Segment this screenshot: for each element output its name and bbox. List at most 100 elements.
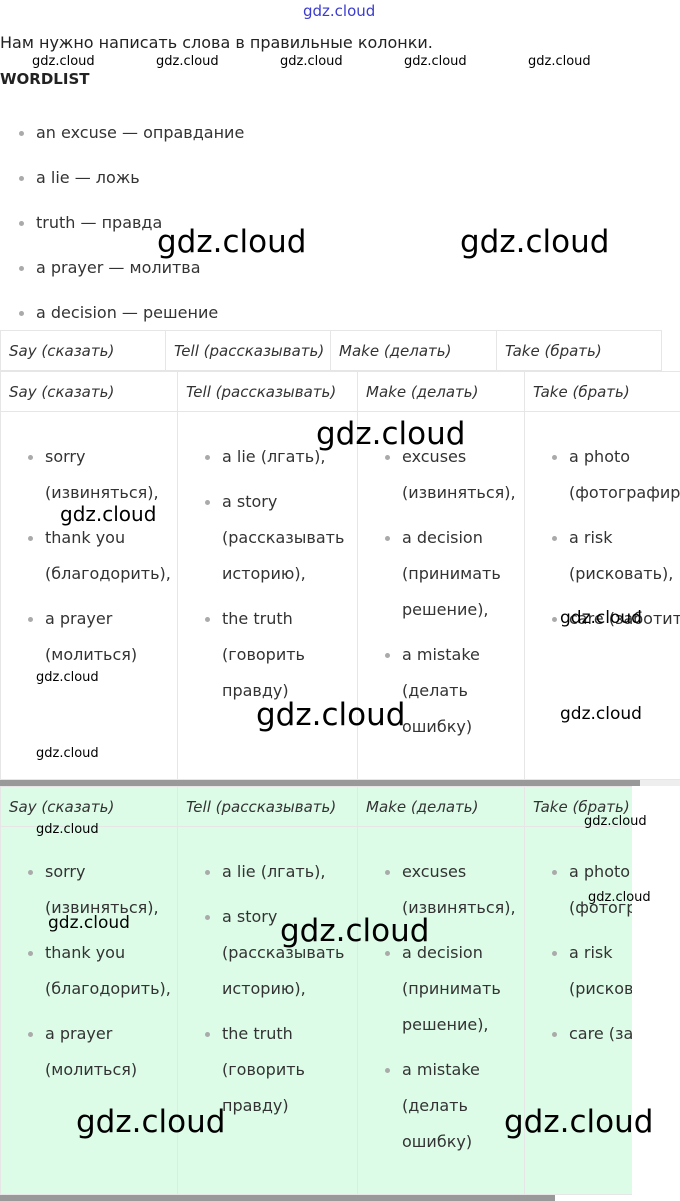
body-cell: a photo (фотографировать), a risk (рисков… [525,412,680,780]
column-list: sorry (извиняться), thank you (благодорит… [28,854,174,1097]
wordlist: an excuse — оправдание a lie — ложь truth … [18,115,244,340]
watermark: gdz.cloud [48,913,130,933]
header-cell: Say (сказать) [1,786,178,827]
body-cell: a photo (фотографировать), a risk (рисков… [525,827,632,1195]
watermark: gdz.cloud [157,224,307,260]
header-cell: Say (сказать) [1,330,166,371]
list-item: excuses (извиняться), [385,439,521,511]
list-item: care (заботиться) [552,601,680,637]
body-cell: excuses (извиняться), a decision (принима… [358,412,525,780]
watermark: gdz.cloud [60,502,157,526]
header-cell: Take (брать) [525,371,680,412]
column-list: excuses (извиняться), a decision (принима… [385,439,521,754]
watermark: gdz.cloud [560,704,642,724]
body-cell: excuses (извиняться), a decision (принима… [358,827,525,1195]
watermark: gdz.cloud [280,54,343,69]
list-item: a prayer (молиться) [28,1016,174,1088]
watermark: gdz.cloud [560,608,642,628]
table: Say (сказать) Tell (рассказывать) Make (де… [0,371,680,780]
list-item: a decision (принимать решение), [385,935,521,1043]
watermark: gdz.cloud [588,890,651,905]
column-header: Say (сказать) [9,341,115,360]
list-item: a lie (лгать), [205,854,354,890]
column-header: Make (делать) [366,797,479,816]
watermark: gdz.cloud [36,670,99,685]
header-link: gdz.cloud [303,2,376,20]
column-header: Tell (рассказывать) [186,382,337,401]
column-header: Tell (рассказывать) [186,797,337,816]
column-header: Make (делать) [339,341,452,360]
header-cell: Make (делать) [358,786,525,827]
watermark: gdz.cloud [76,1104,226,1140]
header-cell: Take (брать) [497,330,662,371]
list-item: care (заботиться) [552,1016,632,1052]
list-item: thank you (благодорить), [28,520,174,592]
column-list: excuses (извиняться), a decision (принима… [385,854,521,1169]
watermark: gdz.cloud [32,54,95,69]
body-cell: a lie (лгать), a story (рассказывать исто… [178,827,358,1195]
column-list: a lie (лгать), a story (рассказывать исто… [205,854,354,1133]
wordlist-item: a prayer — молитва [18,250,244,286]
scrollbar-track [640,780,680,786]
wordlist-item: a decision — решение [18,295,244,331]
list-item: sorry (извиняться), [28,439,174,511]
list-item: a photo (фотографировать), [552,439,680,511]
header-cell: Tell (рассказывать) [178,786,358,827]
list-item: a mistake (делать ошибку) [385,1052,521,1160]
watermark: gdz.cloud [36,746,99,761]
watermark: gdz.cloud [36,822,99,837]
list-item: a story (рассказывать историю), [205,899,354,1007]
list-item: a photo (фотографировать), [552,854,632,926]
list-item: the truth (говорить правду) [205,601,354,709]
header-cell: Say (сказать) [1,371,178,412]
column-header: Take (брать) [533,797,630,816]
watermark: gdz.cloud [460,224,610,260]
watermark: gdz.cloud [504,1104,654,1140]
watermark: gdz.cloud [156,54,219,69]
list-item: sorry (извиняться), [28,854,174,926]
column-list: a photo (фотографировать), a risk (рисков… [552,854,632,1061]
column-list: a photo (фотографировать), a risk (рисков… [552,439,680,646]
column-list: sorry (извиняться), thank you (благодорит… [28,439,174,682]
column-header: Take (брать) [533,382,630,401]
list-item: thank you (благодорить), [28,935,174,1007]
list-item: a decision (принимать решение), [385,520,521,628]
scrollbar [0,1195,555,1201]
list-item: excuses (извиняться), [385,854,521,926]
list-item: the truth (говорить правду) [205,1016,354,1124]
header-cell: Take (брать) [525,786,632,827]
table: Say (сказать) Tell (рассказывать) Make (де… [0,786,632,1195]
header-cell: Tell (рассказывать) [178,371,358,412]
column-header: Say (сказать) [9,797,115,816]
header-cell: Tell (рассказывать) [166,330,331,371]
wordlist-item: an excuse — оправдание [18,115,244,151]
watermark: gdz.cloud [584,814,647,829]
list-item: a risk (рисковать), [552,935,632,1007]
column-list: a lie (лгать), a story (рассказывать исто… [205,439,354,718]
list-item: a risk (рисковать), [552,520,680,592]
watermark: gdz.cloud [256,697,406,733]
wordlist-item: truth — правда [18,205,244,241]
list-item: a mistake (делать ошибку) [385,637,521,745]
header-cell: Make (делать) [358,371,525,412]
watermark: gdz.cloud [280,913,430,949]
body-cell: sorry (извиняться), thank you (благодорит… [1,412,178,780]
column-header: Make (делать) [366,382,479,401]
table: Say (сказать) Tell (рассказывать) Make (де… [0,330,663,371]
column-header: Say (сказать) [9,382,115,401]
body-cell: a lie (лгать), a story (рассказывать исто… [178,412,358,780]
wordlist-item: a lie — ложь [18,160,244,196]
list-item: a lie (лгать), [205,439,354,475]
watermark: gdz.cloud [404,54,467,69]
watermark: gdz.cloud [528,54,591,69]
list-item: a story (рассказывать историю), [205,484,354,592]
body-cell: sorry (извиняться), thank you (благодорит… [1,827,178,1195]
scrollbar [0,780,640,786]
wordlist-title: WORDLIST [0,70,90,88]
column-header: Tell (рассказывать) [174,341,325,360]
watermark: gdz.cloud [316,416,466,452]
intro: Нам нужно написать слова в правильные ко… [0,33,433,52]
header-cell: Make (делать) [331,330,497,371]
list-item: a prayer (молиться) [28,601,174,673]
